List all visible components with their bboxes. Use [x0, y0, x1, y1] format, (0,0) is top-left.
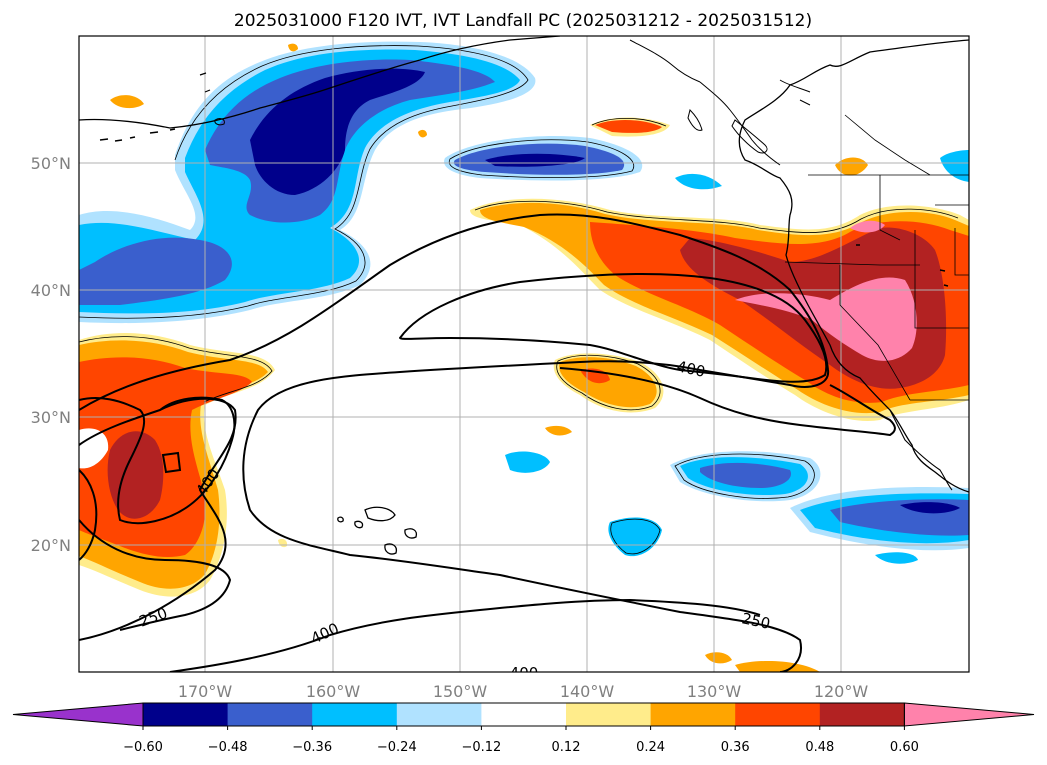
- colorbar-segment: [143, 703, 229, 726]
- colorbar-tick-label: 0.36: [721, 740, 750, 755]
- colorbar-segment: [227, 703, 313, 726]
- contour-label: 250: [740, 609, 772, 633]
- colorbar-segment: [735, 703, 821, 726]
- lon-label: 160°W: [306, 682, 361, 701]
- colorbar-tick-label: −0.48: [208, 740, 248, 755]
- graticule: [79, 36, 969, 672]
- contour-label: 400: [675, 357, 707, 381]
- positive-anomaly-fills: [79, 43, 969, 672]
- map-title: 2025031000 F120 IVT, IVT Landfall PC (20…: [234, 11, 812, 31]
- lon-label: 150°W: [433, 682, 488, 701]
- longitude-labels: 170°W 160°W 150°W 140°W 130°W 120°W: [178, 682, 869, 701]
- contour-label: 400: [510, 664, 539, 682]
- colorbar: −0.60 −0.48 −0.36 −0.24 −0.12 0.12 0.24 0.36 0.4…: [12, 702, 1035, 755]
- map-frame: [78, 35, 970, 673]
- colorbar-extend-left: [12, 702, 144, 727]
- colorbar-tick-label: −0.24: [377, 740, 417, 755]
- lon-label: 120°W: [814, 682, 869, 701]
- colorbar-extend-right: [903, 702, 1035, 727]
- country-borders: [784, 114, 969, 401]
- lon-label: 170°W: [178, 682, 233, 701]
- map-area: 400 400 250 250 400 400: [79, 36, 969, 682]
- colorbar-segment: [396, 703, 482, 726]
- lon-label: 130°W: [687, 682, 742, 701]
- lon-label: 140°W: [560, 682, 615, 701]
- colorbar-tick-label: 0.48: [805, 740, 834, 755]
- colorbar-segment: [481, 703, 567, 726]
- lat-label: 50°N: [31, 154, 71, 173]
- colorbar-segment: [566, 703, 652, 726]
- colorbar-segment: [650, 703, 736, 726]
- colorbar-segment: [819, 703, 905, 726]
- colorbar-tick-label: 0.12: [552, 740, 581, 755]
- colorbar-tick-label: 0.60: [890, 740, 919, 755]
- lat-label: 20°N: [31, 536, 71, 555]
- colorbar-tick-label: −0.36: [292, 740, 332, 755]
- colorbar-tick-label: −0.60: [123, 740, 163, 755]
- colorbar-segment: [312, 703, 398, 726]
- colorbar-tick-label: 0.24: [636, 740, 665, 755]
- lat-label: 30°N: [31, 408, 71, 427]
- colorbar-tick-label: −0.12: [461, 740, 501, 755]
- ivt-contours: [79, 213, 896, 672]
- lat-label: 40°N: [31, 281, 71, 300]
- latitude-labels: 50°N 40°N 30°N 20°N: [31, 154, 71, 555]
- anomaly-outlines: [79, 45, 959, 555]
- coastlines: [79, 36, 969, 555]
